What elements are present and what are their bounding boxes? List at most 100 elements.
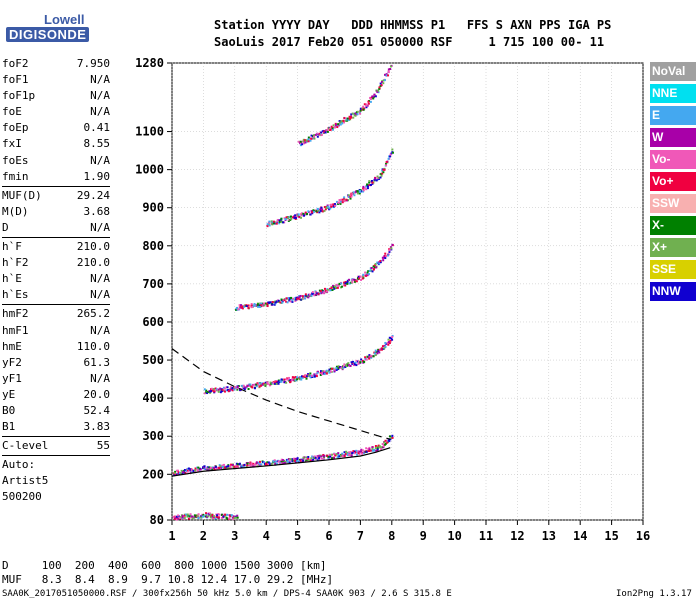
echo-point [343, 455, 346, 458]
echo-point [386, 440, 389, 443]
echo-point [293, 217, 296, 220]
echo-point [236, 516, 239, 519]
echo-point [206, 515, 209, 518]
param-name: h`Es [2, 288, 29, 302]
echo-point [257, 462, 260, 465]
echo-point [303, 294, 306, 297]
echo-point [247, 306, 250, 309]
echo-point [224, 514, 227, 517]
x-tick-label: 6 [325, 529, 332, 543]
echo-point [379, 176, 382, 179]
echo-point [197, 517, 200, 520]
echo-point [353, 194, 356, 197]
echo-point [254, 463, 257, 466]
echo-point [303, 142, 306, 145]
param-name: yF2 [2, 355, 22, 369]
echo-point [203, 515, 206, 518]
echo-point [344, 366, 347, 369]
y-tick-label: 700 [142, 277, 164, 291]
echo-point [359, 107, 362, 110]
echo-point [337, 201, 340, 204]
echo-point [385, 162, 388, 165]
echo-point [358, 452, 361, 455]
echo-point [374, 95, 377, 98]
echo-point [249, 383, 252, 386]
echo-point [305, 377, 308, 380]
echo-point [348, 115, 351, 118]
echo-point [330, 125, 333, 128]
echo-point [212, 388, 215, 391]
echo-point [374, 263, 377, 266]
echo-point [331, 128, 334, 131]
echo-point [329, 128, 332, 131]
param-divider [2, 455, 110, 457]
echo-point [211, 468, 214, 471]
echo-point [377, 348, 380, 351]
echo-point [374, 444, 377, 447]
echo-point [390, 337, 393, 340]
echo-point [285, 297, 288, 300]
echo-point [313, 294, 316, 297]
echo-point [368, 448, 371, 451]
echo-point [348, 453, 351, 456]
echo-point [380, 80, 383, 83]
echo-point [237, 466, 240, 469]
echo-point [274, 301, 277, 304]
echo-point [320, 209, 323, 212]
echo-point [210, 389, 213, 392]
digisonde-logo: Lowell DIGISONDE [4, 10, 124, 50]
echo-point [296, 458, 299, 461]
echo-point [344, 119, 347, 122]
param-value: N/A [90, 272, 110, 286]
echo-point [342, 197, 345, 200]
echo-point [346, 117, 349, 120]
echo-point [282, 221, 285, 224]
echo-point [307, 374, 310, 377]
echo-point [377, 91, 380, 94]
echo-point [304, 141, 307, 144]
echo-point [325, 371, 328, 374]
echo-point [372, 95, 375, 98]
echo-point [372, 355, 375, 358]
echo-point [329, 454, 332, 457]
echo-point [271, 303, 274, 306]
echo-point [256, 382, 259, 385]
echo-point [183, 514, 186, 517]
echo-point [340, 282, 343, 285]
echo-point [340, 200, 343, 203]
echo-point [361, 107, 364, 110]
x-tick-label: 9 [420, 529, 427, 543]
echo-point [373, 93, 376, 96]
echo-point [338, 455, 341, 458]
echo-point [219, 388, 222, 391]
param-name: foF1p [2, 89, 36, 103]
echo-point [236, 465, 239, 468]
x-tick-label: 14 [573, 529, 587, 543]
echo-point [382, 446, 385, 449]
echo-point [203, 392, 206, 395]
echo-point [350, 454, 353, 457]
echo-point [265, 462, 268, 465]
echo-point [182, 471, 185, 474]
echo-point [375, 350, 378, 353]
echo-point [311, 291, 314, 294]
echo-point [247, 307, 250, 310]
plot-area [171, 62, 644, 521]
echo-point [232, 515, 235, 518]
echo-point [378, 351, 381, 354]
echo-point [350, 195, 353, 198]
echo-point [297, 296, 300, 299]
param-name: hmE [2, 339, 22, 353]
y-tick-label: 400 [142, 391, 164, 405]
echo-point [263, 302, 266, 305]
echo-point [375, 179, 378, 182]
echo-point [356, 110, 359, 113]
echo-point [272, 460, 275, 463]
echo-point [362, 108, 365, 111]
echo-point [176, 469, 179, 472]
echo-point [370, 96, 373, 99]
echo-point [298, 298, 301, 301]
echo-point [368, 180, 371, 183]
echo-point [274, 380, 277, 383]
echo-point [234, 386, 237, 389]
